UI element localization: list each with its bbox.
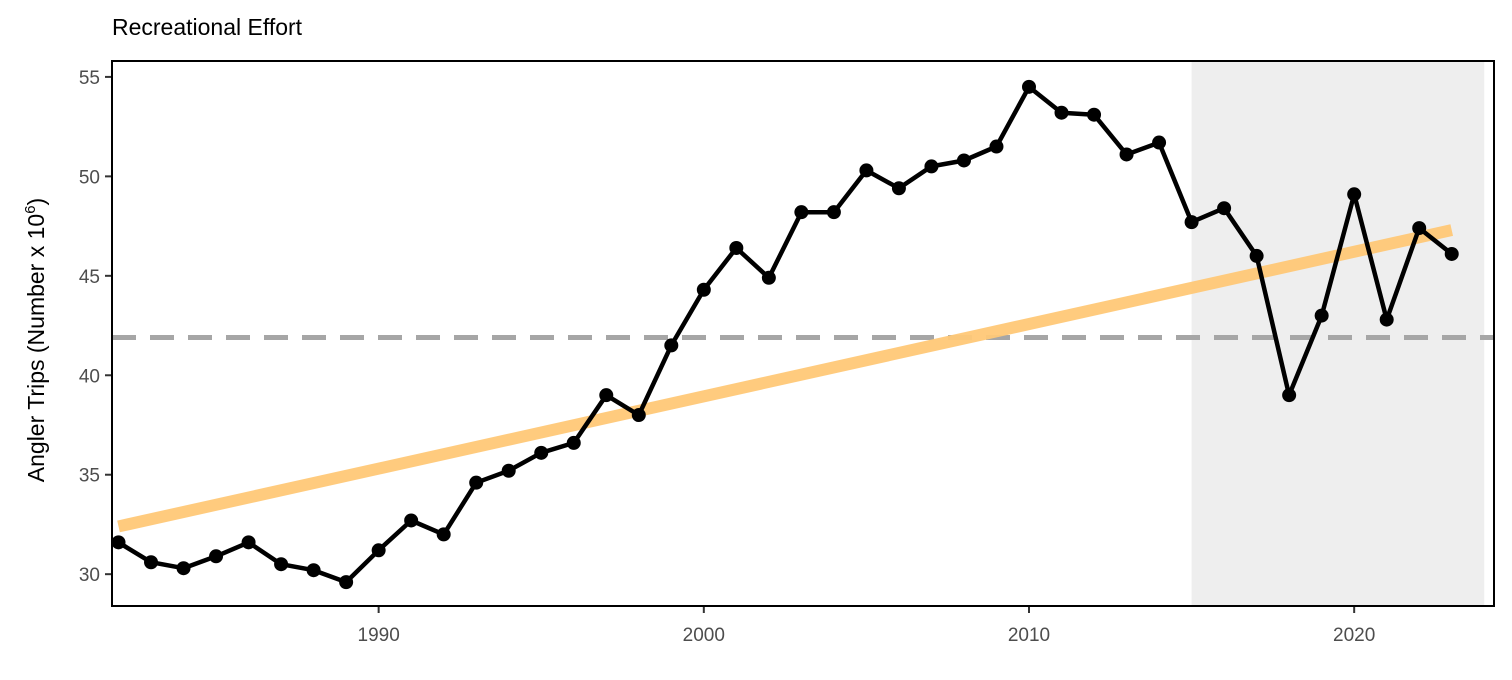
- y-tick-label: 45: [79, 267, 100, 288]
- data-point: [404, 513, 419, 528]
- data-point: [1412, 221, 1427, 236]
- series-layer: [111, 79, 1459, 590]
- data-point: [631, 408, 646, 423]
- data-point: [1021, 79, 1036, 94]
- data-point: [339, 575, 354, 590]
- data-point: [176, 561, 191, 576]
- data-point: [1217, 201, 1232, 216]
- data-point: [1249, 248, 1264, 263]
- x-tick-label: 1990: [358, 625, 400, 646]
- data-point: [436, 527, 451, 542]
- axis-layer: 30 35 40 45 50 55 1990 2000 2010 2020: [79, 68, 1375, 646]
- data-point: [924, 159, 939, 174]
- data-point: [111, 535, 126, 550]
- data-point: [1282, 388, 1297, 403]
- data-point: [1379, 312, 1394, 327]
- data-point: [1347, 187, 1362, 202]
- data-point: [501, 463, 516, 478]
- data-point: [1444, 246, 1459, 261]
- data-point: [859, 163, 874, 178]
- y-tick-label: 30: [79, 565, 100, 586]
- data-point: [1087, 107, 1102, 122]
- plot-border: [111, 60, 1495, 607]
- chart-title: Recreational Effort: [112, 14, 303, 40]
- shaded-region-layer: [1191, 61, 1485, 606]
- x-tick-label: 2020: [1333, 625, 1375, 646]
- x-tick-label: 2000: [683, 625, 725, 646]
- y-tick-label: 50: [79, 167, 100, 188]
- data-point: [566, 435, 581, 450]
- trend-line: [117, 224, 1454, 533]
- data-point: [599, 388, 614, 403]
- data-point: [1314, 308, 1329, 323]
- data-point: [696, 282, 711, 297]
- shaded-region: [1191, 61, 1485, 606]
- data-point: [306, 563, 321, 578]
- data-point: [371, 543, 386, 558]
- y-tick-label: 35: [79, 466, 100, 487]
- data-point: [144, 555, 159, 570]
- y-tick-label: 55: [79, 68, 100, 89]
- data-point: [891, 181, 906, 196]
- data-point: [274, 557, 289, 572]
- data-point: [956, 153, 971, 168]
- y-tick-label: 40: [79, 366, 100, 387]
- data-point: [209, 549, 224, 564]
- data-point: [1054, 105, 1069, 120]
- data-point: [989, 139, 1004, 154]
- trend-line-layer: [117, 224, 1454, 533]
- data-point: [826, 205, 841, 220]
- data-point: [794, 205, 809, 220]
- data-point: [534, 445, 549, 460]
- data-point: [1184, 215, 1199, 230]
- data-point: [1152, 135, 1167, 150]
- data-point: [1119, 147, 1134, 162]
- x-tick-label: 2010: [1008, 625, 1050, 646]
- data-point: [241, 535, 256, 550]
- data-point: [469, 475, 484, 490]
- data-point: [761, 270, 776, 285]
- data-point: [664, 338, 679, 353]
- data-point: [729, 240, 744, 255]
